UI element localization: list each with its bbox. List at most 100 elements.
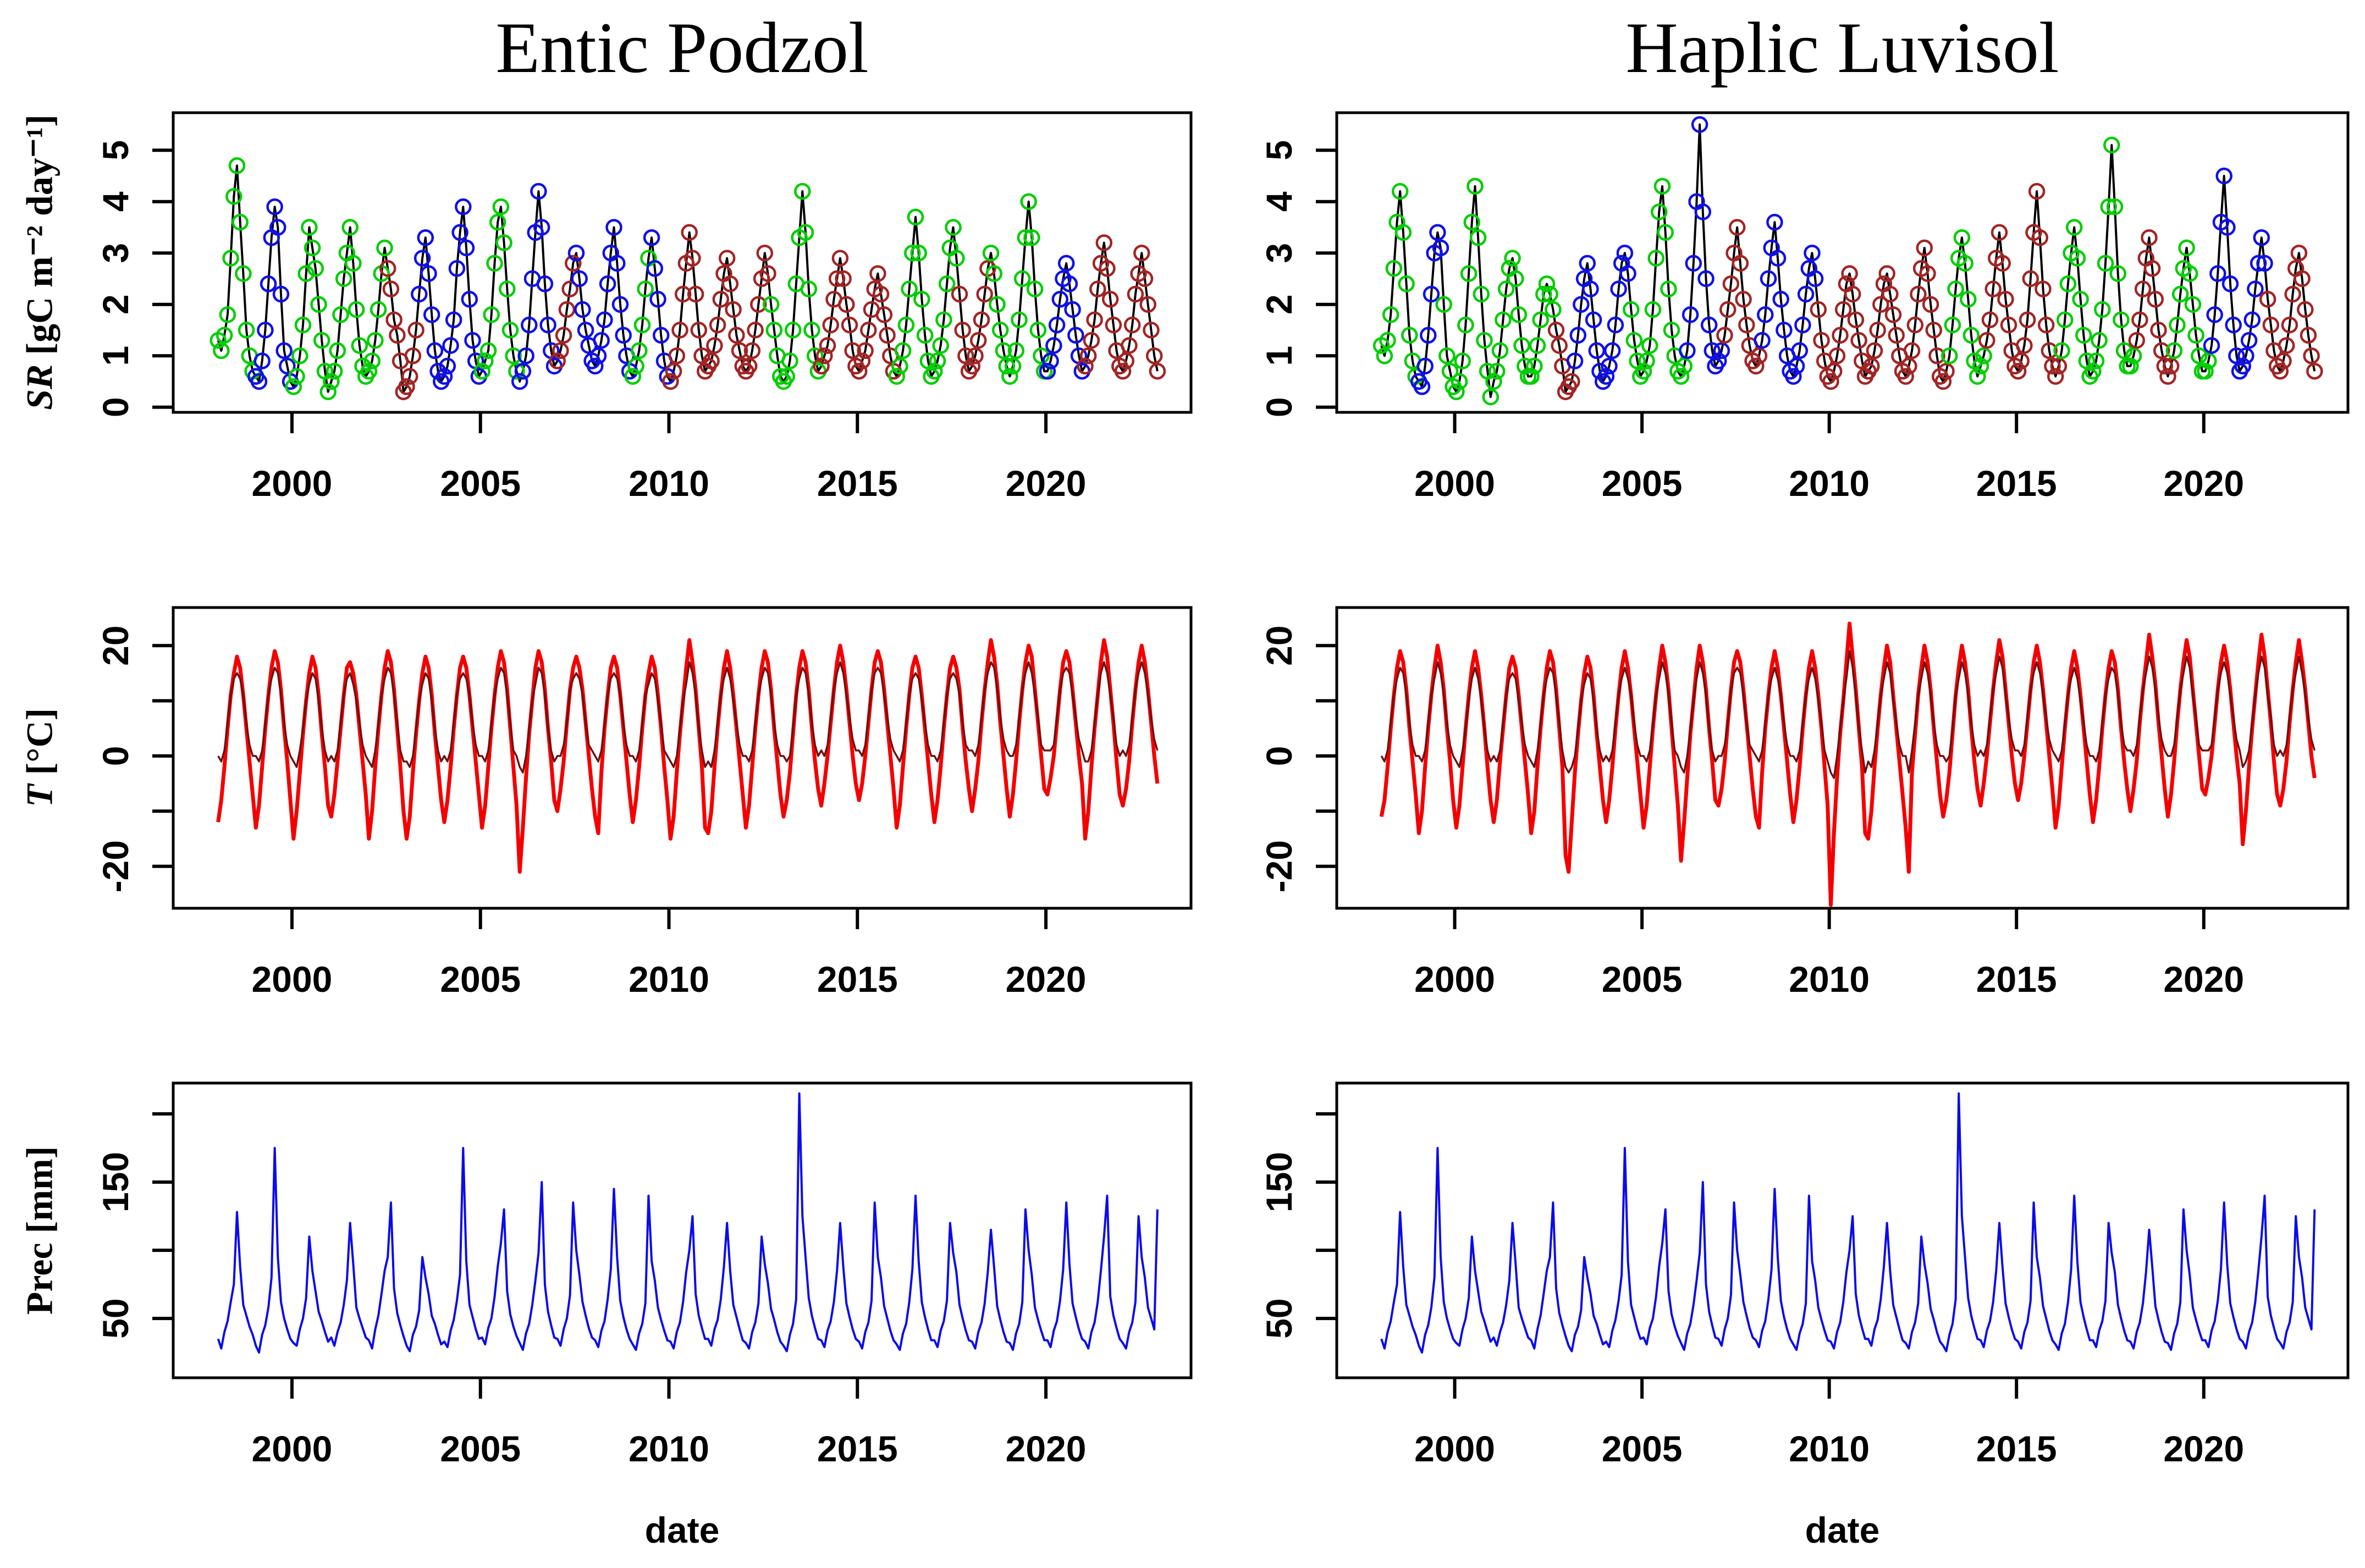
- sr-point: [2115, 342, 2133, 360]
- sr-point: [2162, 357, 2180, 375]
- sr-point: [1766, 213, 1783, 231]
- sr-point: [609, 255, 626, 272]
- sr-point: [363, 352, 381, 369]
- x-tick-label: 2020: [2163, 1428, 2244, 1469]
- sr-point: [1635, 362, 1652, 380]
- sr-point: [2122, 357, 2139, 375]
- sr-point: [1750, 347, 1768, 365]
- sr-point: [935, 311, 952, 328]
- sr-point: [1061, 275, 1078, 292]
- sr-point: [646, 260, 664, 277]
- sr-point: [1675, 357, 1693, 375]
- sr-point: [850, 362, 868, 380]
- sr-point: [291, 347, 308, 365]
- sr-point: [1497, 280, 1515, 297]
- sr-point: [489, 213, 506, 231]
- sr-point: [2300, 327, 2317, 344]
- sr-point: [414, 250, 431, 267]
- sr-point: [1772, 291, 1789, 308]
- sr-point: [803, 322, 820, 339]
- sr-point: [1878, 265, 1895, 282]
- sr-point: [747, 322, 764, 339]
- sr-point: [1822, 373, 1839, 390]
- x-tick-label: 2015: [817, 959, 898, 1000]
- sr-point: [778, 368, 796, 385]
- sr-point: [945, 219, 962, 236]
- sr-point: [1541, 285, 1558, 303]
- sr-point: [819, 337, 836, 354]
- sr-point: [718, 250, 736, 267]
- sr-point: [2159, 368, 2176, 385]
- sr-point: [1719, 301, 1736, 318]
- sr-point: [257, 322, 274, 339]
- sr-point: [1625, 332, 1643, 349]
- sr-point: [1788, 357, 1805, 375]
- sr-point: [2065, 219, 2083, 236]
- x-tick-label: 2010: [629, 959, 709, 1000]
- sr-point: [1960, 291, 1977, 308]
- sr-point: [1644, 301, 1662, 318]
- sr-point: [1651, 203, 1668, 220]
- sr-point: [2153, 342, 2170, 360]
- y-axis-label-t: T [°C]: [18, 708, 62, 807]
- sr-point: [486, 255, 503, 272]
- sr-point: [1972, 357, 1989, 375]
- x-tick-label: 2020: [1006, 959, 1087, 1000]
- sr-point: [2075, 327, 2092, 344]
- sr-point: [2247, 280, 2264, 297]
- x-tick-label: 2000: [1414, 463, 1495, 504]
- sr-point: [674, 285, 692, 303]
- sr-point: [1797, 285, 1815, 303]
- sr-point: [2134, 280, 2152, 297]
- sr-point: [1001, 368, 1018, 385]
- sr-point: [1716, 327, 1733, 344]
- sr-point: [558, 301, 576, 318]
- sr-point: [1573, 296, 1590, 313]
- sr-line: [217, 164, 1159, 393]
- sr-point: [907, 208, 924, 226]
- sr-point: [1460, 265, 1478, 282]
- sr-point: [1619, 265, 1636, 282]
- sr-point: [1023, 229, 1040, 246]
- sr-point: [2106, 198, 2124, 216]
- sr-point: [2256, 255, 2273, 272]
- sr-point: [2225, 316, 2242, 334]
- y-tick-label: 3: [1259, 243, 1299, 263]
- sr-point: [932, 337, 949, 354]
- sr-point: [367, 332, 384, 349]
- sr-point: [706, 337, 723, 354]
- panel-prec-1: 2000 2005 2010 2015 2020 50 150: [1259, 1081, 2350, 1469]
- sr-point: [596, 311, 613, 328]
- sr-point: [483, 306, 500, 323]
- sr-point: [1785, 368, 1802, 385]
- sr-point: [891, 357, 908, 375]
- sr-point: [1834, 301, 1852, 318]
- sr-point: [967, 347, 984, 365]
- sr-point: [624, 368, 642, 385]
- panel-sr-0: 2000 2005 2010 2015 2020 0 1 2 3 4 5: [95, 111, 1193, 504]
- sr-point: [643, 229, 660, 246]
- sr-point: [611, 296, 629, 313]
- y-tick-label: 0: [95, 746, 136, 766]
- y-tick-label: 5: [1259, 140, 1299, 161]
- sr-point: [2253, 229, 2270, 246]
- sr-point: [982, 244, 1000, 262]
- sr-point: [1944, 316, 1961, 334]
- sr-point: [407, 322, 425, 339]
- sr-point: [637, 280, 654, 297]
- sr-point: [269, 219, 286, 236]
- sr-point: [445, 311, 462, 328]
- sr-point: [1869, 322, 1886, 339]
- sr-point: [995, 342, 1012, 360]
- sr-point: [417, 229, 434, 246]
- sr-point: [1045, 337, 1062, 354]
- sr-point: [1776, 322, 1793, 339]
- sr-point: [1504, 250, 1521, 267]
- sr-point: [1978, 332, 1995, 349]
- sr-point: [2221, 275, 2239, 292]
- sr-point: [1441, 362, 1459, 380]
- plot-box: [1335, 111, 2350, 414]
- sr-point: [514, 362, 532, 380]
- prec-line: [1380, 1092, 2316, 1354]
- sr-point: [750, 296, 767, 313]
